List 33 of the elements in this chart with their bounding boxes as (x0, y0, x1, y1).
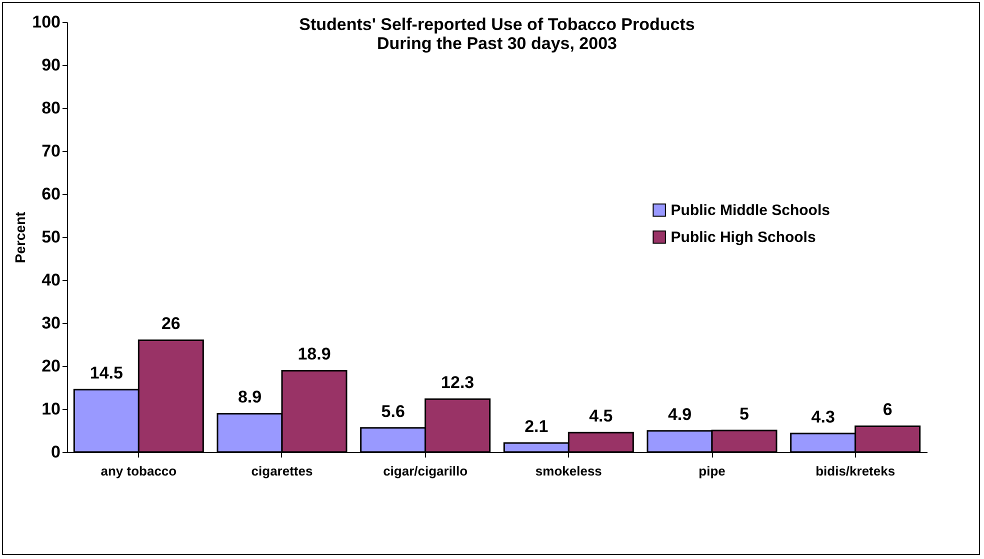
data-label: 4.9 (668, 404, 692, 424)
y-tick-label: 70 (42, 142, 60, 160)
x-tick-label: pipe (698, 464, 726, 478)
data-label: 18.9 (298, 344, 331, 364)
y-tick-label: 0 (51, 442, 60, 462)
data-label: 5.6 (381, 402, 405, 421)
y-tick-label: 30 (42, 314, 60, 332)
data-label: 4.3 (811, 408, 835, 427)
data-label: 14.5 (90, 364, 123, 383)
data-label: 4.5 (589, 406, 613, 426)
legend-label: Public Middle Schools (670, 202, 830, 220)
data-label: 26 (161, 314, 180, 334)
y-tick-label: 100 (32, 12, 60, 32)
data-label: 2.1 (524, 416, 548, 436)
data-label: 12.3 (441, 373, 474, 392)
legend-label: Public High Schools (670, 229, 816, 246)
y-tick-label: 80 (42, 98, 60, 118)
x-tick-label: bidis/kreteks (816, 464, 896, 478)
chart-title: Students' Self-reported Use of Tobacco Products During the Past 30 days, 2003 (299, 15, 695, 53)
data-label: 5 (740, 404, 749, 424)
x-tick-label: cigar/cigarillo (383, 464, 468, 478)
y-tick-label: 40 (42, 270, 60, 290)
y-tick-label: 50 (42, 228, 60, 246)
x-tick-label: smokeless (535, 464, 602, 478)
x-tick-label: any tobacco (100, 464, 177, 478)
y-tick-label: 10 (42, 400, 60, 418)
data-label: 8.9 (238, 388, 262, 407)
x-tick-label: cigarettes (251, 464, 313, 478)
y-tick-label: 20 (42, 356, 60, 376)
data-label: 6 (882, 400, 892, 420)
y-tick-label: 60 (42, 184, 60, 204)
y-tick-label: 90 (42, 56, 60, 74)
y-axis-title: Percent (12, 211, 28, 264)
